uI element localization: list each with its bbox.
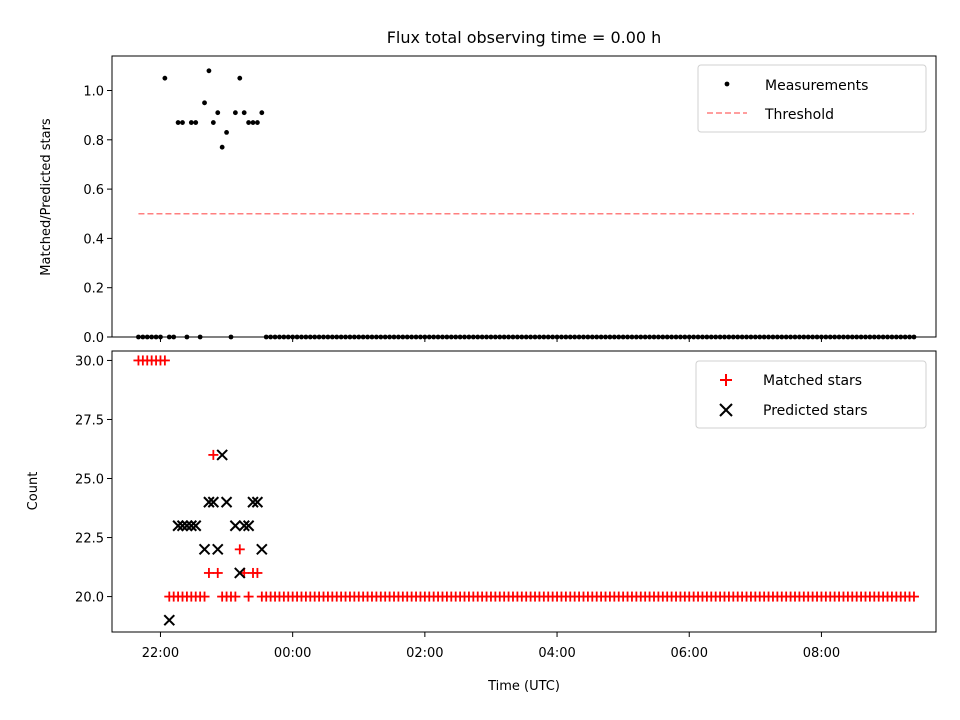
predicted-star-point bbox=[229, 520, 242, 532]
bottom-y-label: Count bbox=[26, 472, 41, 511]
bottom-y-tick-label: 27.5 bbox=[75, 413, 104, 428]
top-legend-box bbox=[697, 64, 927, 133]
measurement-point bbox=[188, 120, 194, 125]
x-tick-label: 04:00 bbox=[538, 646, 575, 661]
measurement-point bbox=[250, 120, 256, 125]
predicted-star-point bbox=[242, 520, 255, 532]
bottom-y-tick-label: 25.0 bbox=[75, 473, 104, 488]
bottom-y-tick-label: 20.0 bbox=[75, 591, 104, 606]
bottom-x-axis: 22:00 00:00 02:00 04:00 06:00 08:00 bbox=[142, 632, 840, 661]
matched-star-point bbox=[203, 567, 214, 578]
top-y-tick-label: 0.4 bbox=[83, 232, 104, 247]
measurement-point bbox=[232, 110, 238, 116]
predicted-star-point bbox=[190, 520, 202, 532]
legend-threshold-label: Threshold bbox=[764, 107, 834, 123]
matched-star-point bbox=[199, 591, 210, 602]
bottom-legend: Matched stars Predicted stars bbox=[695, 360, 927, 429]
predicted-star-point bbox=[163, 614, 175, 626]
matched-star-point bbox=[212, 567, 223, 578]
x-tick-label: 02:00 bbox=[406, 646, 443, 661]
predicted-star-point bbox=[198, 543, 211, 556]
legend-predicted-label: Predicted stars bbox=[763, 403, 868, 419]
matched-star-point bbox=[908, 591, 919, 602]
bottom-marks bbox=[133, 355, 919, 626]
predicted-star-point bbox=[185, 520, 198, 532]
measurement-point bbox=[193, 120, 199, 125]
top-y-label: Matched/Predicted stars bbox=[39, 118, 54, 276]
measurement-point bbox=[210, 120, 216, 125]
legend-matched-marker bbox=[720, 374, 732, 386]
measurement-point bbox=[246, 120, 251, 125]
bottom-axes-frame bbox=[111, 350, 937, 633]
bottom-y-tick-label: 22.5 bbox=[75, 532, 104, 547]
legend-matched-label: Matched stars bbox=[763, 373, 862, 389]
matched-star-point bbox=[208, 449, 219, 460]
matched-star-point bbox=[252, 567, 263, 578]
predicted-star-point bbox=[216, 449, 228, 461]
top-y-axis: 0.0 0.2 0.4 0.6 0.8 1.0 bbox=[83, 85, 112, 346]
x-tick-label: 06:00 bbox=[671, 646, 708, 661]
top-y-tick-label: 0.0 bbox=[83, 331, 104, 346]
x-tick-label: 00:00 bbox=[274, 646, 311, 661]
predicted-star-point bbox=[207, 496, 220, 508]
measurement-point bbox=[202, 100, 207, 106]
top-y-tick-label: 0.8 bbox=[83, 134, 104, 149]
x-axis-label: Time (UTC) bbox=[487, 679, 560, 694]
measurement-point bbox=[180, 120, 185, 125]
predicted-star-point bbox=[256, 543, 268, 556]
top-x-ticks bbox=[159, 337, 822, 342]
legend-measurements-label: Measurements bbox=[765, 78, 868, 94]
top-y-tick-label: 0.2 bbox=[83, 282, 104, 297]
predicted-star-point bbox=[247, 496, 259, 508]
predicted-star-point bbox=[251, 496, 264, 508]
measurement-point bbox=[215, 110, 221, 116]
measurement-point bbox=[259, 110, 265, 116]
measurement-point bbox=[175, 120, 181, 125]
measurement-point bbox=[162, 75, 168, 81]
top-plot: 0.0 0.2 0.4 0.6 0.8 1.0 Matched/Predicted sta… bbox=[39, 55, 937, 346]
bottom-y-tick-label: 30.0 bbox=[75, 354, 104, 369]
matched-star-point bbox=[159, 355, 170, 366]
predicted-star-point bbox=[172, 520, 184, 532]
top-axes-frame bbox=[111, 55, 937, 338]
matched-star-point bbox=[230, 591, 241, 602]
predicted-star-point bbox=[238, 520, 250, 532]
predicted-star-point bbox=[234, 567, 246, 579]
measurement-point bbox=[237, 75, 243, 81]
measurement-point bbox=[241, 110, 247, 116]
predicted-star-point bbox=[220, 496, 233, 508]
legend-measurements-marker bbox=[724, 81, 730, 87]
bottom-legend-box bbox=[695, 360, 927, 429]
predicted-star-point bbox=[212, 543, 224, 556]
chart-title: Flux total observing time = 0.00 h bbox=[387, 28, 662, 47]
measurement-point bbox=[255, 120, 260, 125]
top-y-tick-label: 0.6 bbox=[83, 183, 104, 198]
measurement-point bbox=[224, 130, 229, 135]
predicted-star-point bbox=[203, 496, 215, 508]
top-y-tick-label: 1.0 bbox=[83, 85, 104, 100]
bottom-y-axis: 20.0 22.5 25.0 27.5 30.0 bbox=[75, 354, 112, 606]
predicted-star-point bbox=[176, 520, 189, 532]
matched-star-point bbox=[234, 544, 245, 555]
x-tick-label: 08:00 bbox=[803, 646, 840, 661]
predicted-star-point bbox=[181, 520, 193, 532]
top-legend: Measurements Threshold bbox=[697, 64, 927, 133]
measurement-point bbox=[219, 144, 225, 150]
measurement-point bbox=[206, 68, 212, 74]
bottom-plot: 20.0 22.5 25.0 27.5 30.0 22:00 00:00 02:00 04:0… bbox=[26, 350, 937, 694]
legend-predicted-marker bbox=[719, 403, 733, 417]
x-tick-label: 22:00 bbox=[142, 646, 179, 661]
matched-star-point bbox=[243, 591, 254, 602]
